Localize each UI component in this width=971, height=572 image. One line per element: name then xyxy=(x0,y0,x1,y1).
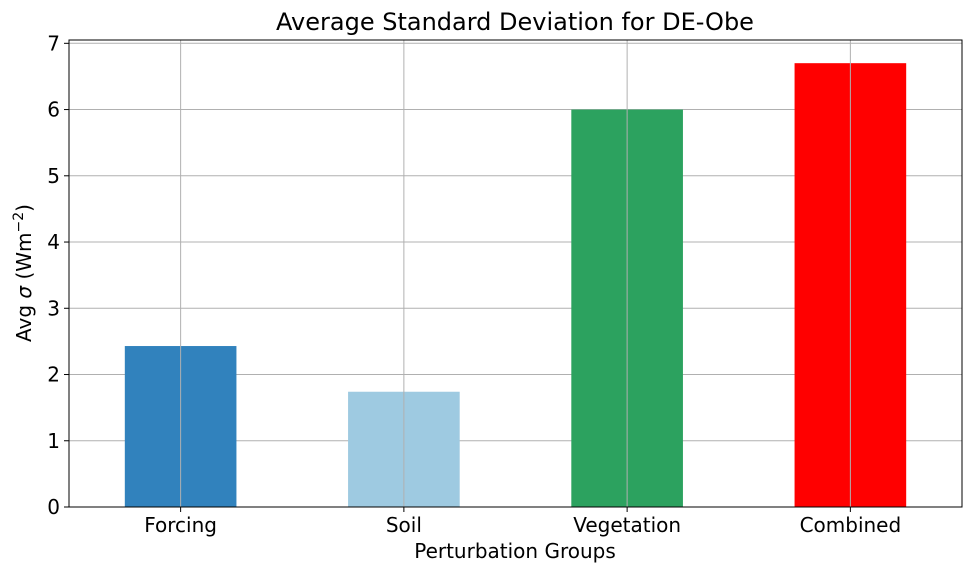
x-tick-label: Forcing xyxy=(144,513,217,537)
y-tick-label: 5 xyxy=(47,164,60,188)
y-axis-title-sigma: σ xyxy=(12,285,36,299)
y-tick-label: 1 xyxy=(47,429,60,453)
y-tick-label: 2 xyxy=(47,363,60,387)
y-tick-label: 7 xyxy=(47,31,60,55)
vertical-grid-lines xyxy=(180,40,851,507)
x-axis-title: Perturbation Groups xyxy=(414,539,616,563)
x-axis-ticks: Forcing Soil Vegetation Combined xyxy=(144,507,901,537)
y-axis-title-unit: (Wm xyxy=(12,232,36,285)
y-axis-title-exponent: −2 xyxy=(11,212,27,233)
plot-frame xyxy=(68,39,963,508)
y-tick-label: 6 xyxy=(47,98,60,122)
chart-title: Average Standard Deviation for DE-Obe xyxy=(276,8,754,36)
y-tick-label: 0 xyxy=(47,495,60,519)
y-axis-title-close: ) xyxy=(12,204,36,212)
y-axis-title-prefix: Avg xyxy=(12,299,36,342)
x-tick-label: Soil xyxy=(386,513,422,537)
x-tick-label: Combined xyxy=(800,513,902,537)
x-tick-label: Vegetation xyxy=(573,513,681,537)
y-tick-label: 4 xyxy=(47,230,60,254)
y-axis-title: Avg σ (Wm−2) xyxy=(11,204,36,342)
y-tick-label: 3 xyxy=(47,296,60,320)
y-axis-ticks: 0 1 2 3 4 5 6 7 xyxy=(47,31,69,519)
